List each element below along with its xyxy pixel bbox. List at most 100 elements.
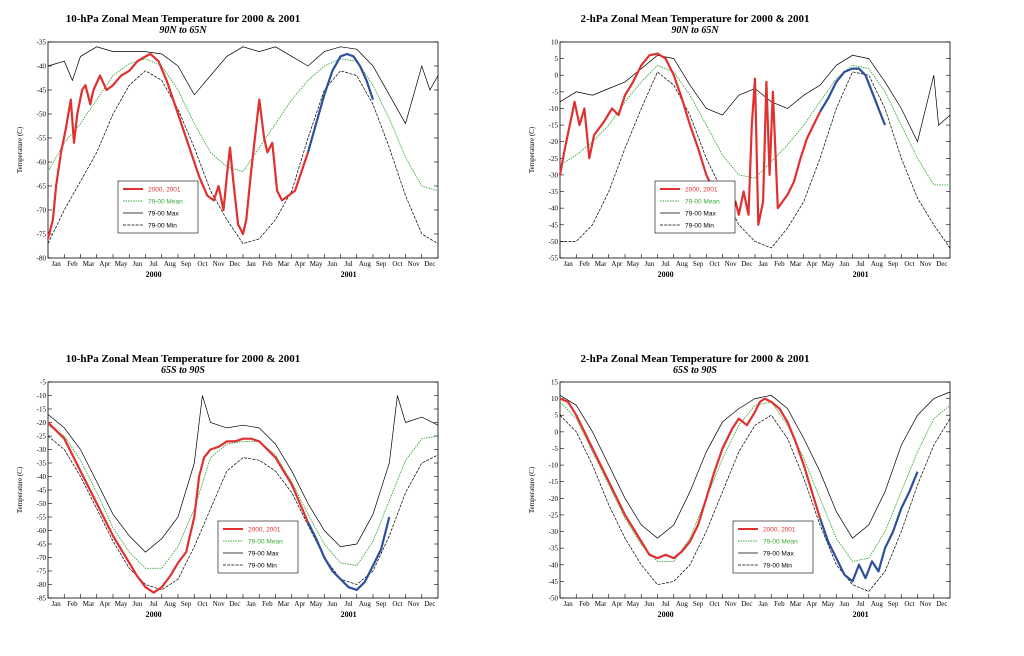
y-tick-label: -20 <box>37 419 47 427</box>
y-tick-label: -55 <box>37 514 47 522</box>
x-tick-label: Jul <box>857 600 865 608</box>
y-tick-label: -20 <box>549 495 559 503</box>
y-tick-label: -50 <box>549 595 559 603</box>
series-max-line <box>559 391 951 539</box>
x-tick-label: Apr <box>611 260 623 268</box>
y-tick-label: -60 <box>37 159 47 167</box>
chart-title: 2-hPa Zonal Mean Temperature for 2000 & … <box>580 13 809 25</box>
x-tick-label: Mar <box>595 600 607 608</box>
legend-min-label: 79-00 Min <box>763 563 792 570</box>
chart-panel-nh-10hpa: 10-hPa Zonal Mean Temperature for 2000 &… <box>0 0 512 316</box>
y-tick-label: -10 <box>549 462 559 470</box>
chart-panel-sh-2hpa: 2-hPa Zonal Mean Temperature for 2000 & … <box>512 340 1024 656</box>
x-tick-label: Aug <box>359 260 372 268</box>
x-tick-label: Jan <box>563 600 573 608</box>
y-tick-label: -60 <box>37 527 47 535</box>
y-axis-label: Temperature (C) <box>16 466 24 513</box>
x-tick-label: Aug <box>871 260 884 268</box>
y-tick-label: -75 <box>37 568 47 576</box>
x-tick-label: May <box>310 260 323 268</box>
y-tick-label: -50 <box>37 500 47 508</box>
chart-subtitle: 90N to 65N <box>671 25 719 36</box>
x-tick-label: May <box>115 600 128 608</box>
y-tick-label: -80 <box>37 255 47 263</box>
legend-current-label: 2000, 2001 <box>685 187 718 194</box>
x-tick-label: Oct <box>392 600 402 608</box>
x-tick-label: May <box>627 600 640 608</box>
y-tick-label: -35 <box>549 545 559 553</box>
y-tick-label: -55 <box>549 255 559 263</box>
y-tick-label: -5 <box>552 88 558 96</box>
x-tick-label: Nov <box>408 260 421 268</box>
x-tick-label: Nov <box>920 600 933 608</box>
y-tick-label: 15 <box>551 379 559 387</box>
series-min-line <box>559 414 951 592</box>
y-tick-label: -50 <box>549 238 559 246</box>
x-tick-label: Jun <box>328 600 338 608</box>
y-tick-label: -70 <box>37 554 47 562</box>
chart-svg: 10-hPa Zonal Mean Temperature for 2000 &… <box>16 353 439 619</box>
series-mean-line <box>47 58 439 192</box>
plot-frame <box>47 41 439 259</box>
y-tick-label: -40 <box>549 205 559 213</box>
x-tick-label: Nov <box>213 260 226 268</box>
y-tick-label: -45 <box>549 578 559 586</box>
x-tick-label: Jan <box>246 600 256 608</box>
x-tick-label: Oct <box>392 260 402 268</box>
series-2000-line <box>559 397 822 560</box>
y-tick-label: -85 <box>37 595 47 603</box>
chart-svg: 10-hPa Zonal Mean Temperature for 2000 &… <box>16 13 439 279</box>
series-max-line <box>47 395 439 553</box>
x-tick-label: Apr <box>806 600 818 608</box>
x-tick-label: Feb <box>67 260 78 268</box>
series-max-line <box>559 54 951 143</box>
y-tick-label: -5 <box>552 445 558 453</box>
legend-min-label: 79-00 Min <box>248 563 277 570</box>
x-tick-label: Aug <box>676 260 689 268</box>
x-tick-label: Mar <box>278 260 290 268</box>
y-axis-label: Temperature (C) <box>16 126 24 173</box>
x-tick-label: Jan <box>51 260 61 268</box>
x-tick-label: Feb <box>579 260 590 268</box>
x-tick-label: Jul <box>150 260 158 268</box>
x-tick-label: Aug <box>871 600 884 608</box>
y-tick-label: -35 <box>549 188 559 196</box>
y-tick-label: -40 <box>37 63 47 71</box>
x-tick-label: Dec <box>936 260 947 268</box>
y-tick-label: -10 <box>549 105 559 113</box>
x-tick-label: Sep <box>693 600 704 608</box>
chart-panel-nh-2hpa: 2-hPa Zonal Mean Temperature for 2000 & … <box>512 0 1024 316</box>
chart-title: 2-hPa Zonal Mean Temperature for 2000 & … <box>580 353 809 365</box>
y-tick-label: -40 <box>37 473 47 481</box>
y-tick-label: 0 <box>555 72 559 80</box>
x-tick-label: Sep <box>376 600 387 608</box>
x-tick-label: Feb <box>774 600 785 608</box>
chart-title: 10-hPa Zonal Mean Temperature for 2000 &… <box>66 13 301 25</box>
x-tick-label: Oct <box>904 600 914 608</box>
x-tick-label: Nov <box>920 260 933 268</box>
series-min-line <box>47 70 439 245</box>
series-mean-line <box>559 401 951 562</box>
y-tick-label: 10 <box>551 395 559 403</box>
x-tick-label: Feb <box>262 260 273 268</box>
x-tick-label: Jul <box>345 600 353 608</box>
y-tick-label: -75 <box>37 231 47 239</box>
series-mean-line <box>47 424 439 569</box>
x-tick-label: Nov <box>213 600 226 608</box>
legend-mean-label: 79-00 Mean <box>763 539 798 546</box>
legend-max-label: 79-00 Max <box>763 551 794 558</box>
y-tick-label: 0 <box>555 428 559 436</box>
series-min-line <box>47 435 439 591</box>
x-tick-label: May <box>115 260 128 268</box>
x-tick-label: May <box>310 600 323 608</box>
year-label: 2001 <box>341 610 357 619</box>
y-tick-label: -10 <box>37 392 47 400</box>
x-tick-label: Jul <box>150 600 158 608</box>
series-2001-line <box>819 67 887 126</box>
x-tick-label: Apr <box>294 260 306 268</box>
x-tick-label: Apr <box>806 260 818 268</box>
year-label: 2000 <box>658 610 674 619</box>
x-tick-label: Mar <box>790 600 802 608</box>
series-max-line <box>47 46 439 125</box>
x-tick-label: Jan <box>563 260 573 268</box>
